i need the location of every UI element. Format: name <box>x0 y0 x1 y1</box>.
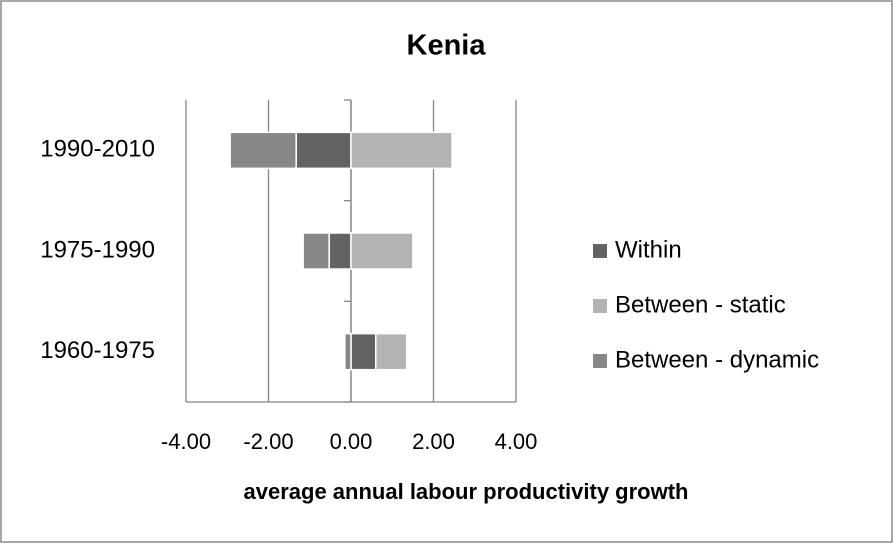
legend-label: Within <box>615 236 682 263</box>
bar-segment <box>344 332 352 371</box>
bar-segment <box>295 131 352 170</box>
x-tick-label: 0.00 <box>330 429 373 454</box>
chart-title: Kenia <box>407 30 487 62</box>
bar-segment <box>350 332 377 371</box>
y-tick-label: 1975-1990 <box>40 236 155 263</box>
legend-swatch <box>593 244 607 258</box>
bar-segment <box>229 131 297 170</box>
bar-segment <box>328 232 352 270</box>
x-tick-label: 4.00 <box>495 429 538 454</box>
bar-segment <box>350 131 453 170</box>
legend-label: Between - dynamic <box>615 346 819 373</box>
bar-segment <box>375 332 408 371</box>
legend-swatch <box>593 299 607 313</box>
x-tick-label: 2.00 <box>412 429 455 454</box>
y-tick-label: 1960-1975 <box>40 337 155 364</box>
legend-swatch <box>593 354 607 368</box>
legend-label: Between - static <box>615 291 786 318</box>
x-tick-label: -4.00 <box>161 429 211 454</box>
bar-segment <box>350 232 414 270</box>
bar-segment <box>302 232 330 270</box>
y-tick-label: 1990-2010 <box>40 136 155 163</box>
x-axis-title: average annual labour productivity growt… <box>244 479 689 504</box>
x-tick-label: -2.00 <box>243 429 293 454</box>
